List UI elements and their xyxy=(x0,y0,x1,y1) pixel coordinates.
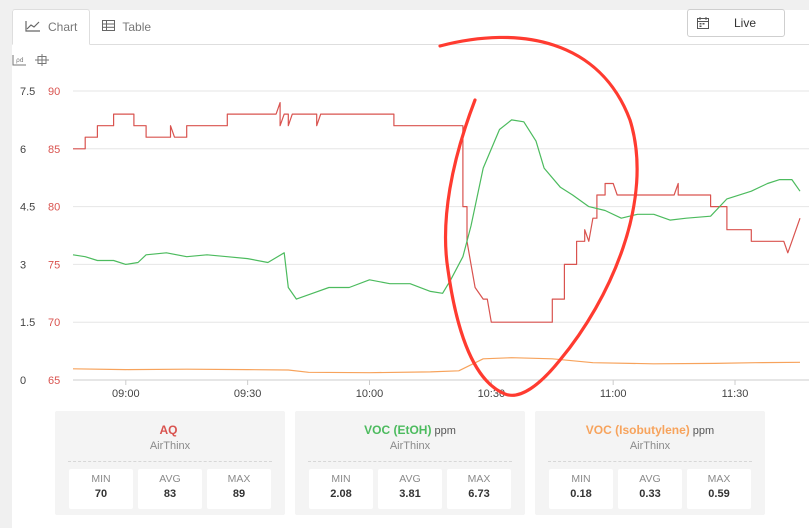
stat-min: MIN 0.18 xyxy=(549,469,613,509)
series-line-voc-isobutylene xyxy=(72,357,801,374)
stat-max: MAX 89 xyxy=(207,469,271,509)
chart-toolbar: ρd xyxy=(12,53,50,71)
y-left-tick-label: 0 xyxy=(20,375,26,387)
live-button[interactable]: Live xyxy=(687,9,785,37)
stat-avg: AVG 83 xyxy=(138,469,202,509)
stat-min: MIN 70 xyxy=(69,469,133,509)
stat-min-value: 0.18 xyxy=(570,488,592,500)
stat-min-label: MIN xyxy=(571,473,591,485)
stat-card-aq: AQ AirThinx MIN 70 AVG 83 MAX 89 xyxy=(55,411,285,515)
stat-series-name: VOC (Isobutylene) xyxy=(585,423,690,437)
x-tick-label: 10:00 xyxy=(356,388,384,400)
stat-min-label: MIN xyxy=(331,473,351,485)
stat-title: VOC (Isobutylene) ppm xyxy=(535,423,765,437)
x-tick-label: 09:00 xyxy=(112,388,140,400)
stat-avg-value: 83 xyxy=(163,488,177,500)
stat-divider xyxy=(68,461,272,462)
y-right-tick-label: 70 xyxy=(48,317,60,329)
stat-series-name: AQ xyxy=(159,423,178,437)
stat-avg: AVG 0.33 xyxy=(618,469,682,509)
stat-max-label: MAX xyxy=(227,473,251,485)
stat-max: MAX 6.73 xyxy=(447,469,511,509)
stat-source: AirThinx xyxy=(389,440,431,452)
stat-avg: AVG 3.81 xyxy=(378,469,442,509)
stat-avg-value: 3.81 xyxy=(399,488,421,500)
live-button-label: Live xyxy=(733,16,756,30)
stat-divider xyxy=(548,461,752,462)
y-right-tick-label: 90 xyxy=(48,86,60,98)
stat-title: AQ xyxy=(55,423,285,437)
y-left-tick-label: 3 xyxy=(20,259,26,271)
stat-card-voc-isobutylene: VOC (Isobutylene) ppm AirThinx MIN 0.18 AV… xyxy=(535,411,765,515)
stat-series-name: VOC (EtOH) xyxy=(364,423,432,437)
tab-chart-label: Chart xyxy=(48,20,78,34)
stat-avg-label: AVG xyxy=(639,473,661,485)
series-line-voc-etoh xyxy=(72,119,801,300)
stat-min: MIN 2.08 xyxy=(309,469,373,509)
stat-max-value: 89 xyxy=(232,488,246,500)
stat-card-voc-etoh: VOC (EtOH) ppm AirThinx MIN 2.08 AVG 3.81 M… xyxy=(295,411,525,515)
y-left-tick-label: 1.5 xyxy=(20,317,35,329)
stat-min-value: 2.08 xyxy=(330,488,352,500)
stat-title: VOC (EtOH) ppm xyxy=(295,423,525,437)
stat-avg-label: AVG xyxy=(399,473,421,485)
stat-max-label: MAX xyxy=(707,473,731,485)
stat-unit: ppm xyxy=(434,425,456,437)
stat-min-value: 70 xyxy=(94,488,108,500)
svg-text:ρd: ρd xyxy=(16,57,24,64)
line-chart-icon xyxy=(25,20,41,35)
y-right-tick-label: 75 xyxy=(48,259,60,271)
stat-source: AirThinx xyxy=(629,440,671,452)
y-right-tick-label: 65 xyxy=(48,375,60,387)
x-tick-label: 10:30 xyxy=(478,388,506,400)
stat-max-value: 0.59 xyxy=(708,488,730,500)
stat-unit: ppm xyxy=(692,425,715,437)
y-left-tick-label: 7.5 xyxy=(20,86,35,98)
view-tabs: Chart Table xyxy=(12,9,163,45)
calendar-icon xyxy=(697,17,709,32)
table-icon xyxy=(102,20,116,34)
y-right-tick-label: 85 xyxy=(48,144,60,156)
tab-table-label: Table xyxy=(122,20,152,34)
stat-max-value: 6.73 xyxy=(468,488,490,500)
stat-avg-label: AVG xyxy=(159,473,181,485)
tab-table[interactable]: Table xyxy=(90,9,163,45)
stat-max-label: MAX xyxy=(467,473,491,485)
stat-source: AirThinx xyxy=(149,440,191,452)
zoom-icon[interactable]: ρd xyxy=(12,53,27,71)
series-line-aq xyxy=(73,101,801,323)
tabs-divider xyxy=(12,44,809,45)
x-tick-label: 09:30 xyxy=(234,388,262,400)
stat-min-label: MIN xyxy=(91,473,111,485)
y-right-tick-label: 80 xyxy=(48,202,60,214)
pan-icon[interactable] xyxy=(35,53,50,71)
stat-divider xyxy=(308,461,512,462)
x-tick-label: 11:30 xyxy=(722,388,749,400)
stat-avg-value: 0.33 xyxy=(639,488,661,500)
y-left-tick-label: 6 xyxy=(20,144,26,156)
stat-max: MAX 0.59 xyxy=(687,469,751,509)
tab-chart[interactable]: Chart xyxy=(12,9,91,45)
y-left-tick-label: 4.5 xyxy=(20,202,35,214)
x-tick-label: 11:00 xyxy=(600,388,627,400)
time-series-chart[interactable]: 0 65 1.5 70 3 75 4.5 80 6 85 7.5 90 09:00 09:30 10:00 1… xyxy=(0,0,809,410)
